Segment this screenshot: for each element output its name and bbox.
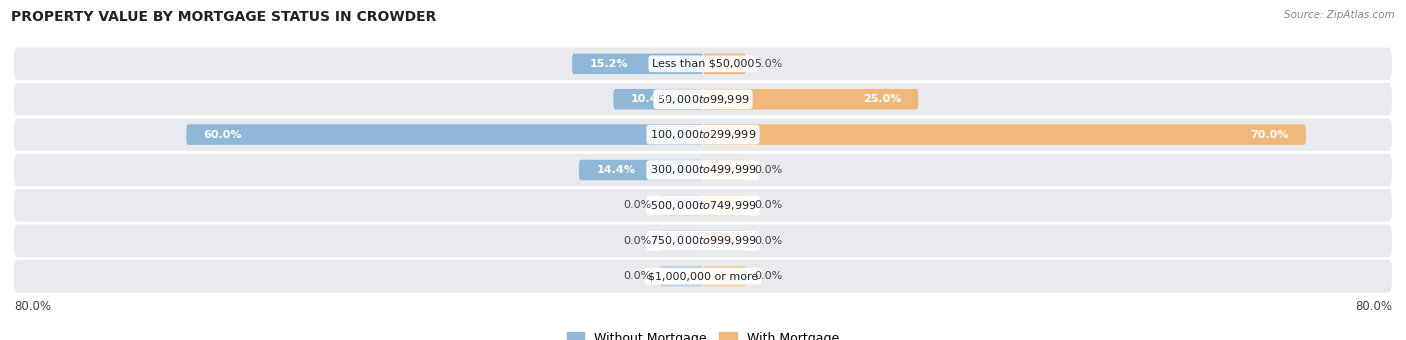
FancyBboxPatch shape (14, 154, 1392, 186)
FancyBboxPatch shape (703, 124, 1306, 145)
Text: 25.0%: 25.0% (863, 94, 901, 104)
Text: 0.0%: 0.0% (623, 200, 651, 210)
Text: 0.0%: 0.0% (755, 165, 783, 175)
FancyBboxPatch shape (14, 48, 1392, 80)
FancyBboxPatch shape (186, 124, 703, 145)
Text: Source: ZipAtlas.com: Source: ZipAtlas.com (1284, 10, 1395, 20)
Text: 70.0%: 70.0% (1250, 130, 1289, 140)
FancyBboxPatch shape (14, 260, 1392, 292)
Text: $100,000 to $299,999: $100,000 to $299,999 (650, 128, 756, 141)
FancyBboxPatch shape (703, 195, 747, 216)
Text: $1,000,000 or more: $1,000,000 or more (648, 271, 758, 281)
Text: 80.0%: 80.0% (14, 300, 51, 313)
Text: 14.4%: 14.4% (596, 165, 636, 175)
FancyBboxPatch shape (703, 160, 747, 180)
Text: 10.4%: 10.4% (631, 94, 669, 104)
Text: 0.0%: 0.0% (623, 236, 651, 246)
FancyBboxPatch shape (703, 266, 747, 287)
FancyBboxPatch shape (703, 231, 747, 251)
FancyBboxPatch shape (659, 266, 703, 287)
Text: Less than $50,000: Less than $50,000 (652, 59, 754, 69)
Text: $750,000 to $999,999: $750,000 to $999,999 (650, 234, 756, 247)
Text: $300,000 to $499,999: $300,000 to $499,999 (650, 164, 756, 176)
Text: 15.2%: 15.2% (589, 59, 628, 69)
FancyBboxPatch shape (703, 89, 918, 109)
Text: PROPERTY VALUE BY MORTGAGE STATUS IN CROWDER: PROPERTY VALUE BY MORTGAGE STATUS IN CRO… (11, 10, 437, 24)
FancyBboxPatch shape (14, 224, 1392, 257)
FancyBboxPatch shape (659, 195, 703, 216)
FancyBboxPatch shape (659, 231, 703, 251)
FancyBboxPatch shape (572, 53, 703, 74)
Text: $50,000 to $99,999: $50,000 to $99,999 (657, 93, 749, 106)
Legend: Without Mortgage, With Mortgage: Without Mortgage, With Mortgage (562, 327, 844, 340)
Text: 0.0%: 0.0% (755, 271, 783, 281)
Text: $500,000 to $749,999: $500,000 to $749,999 (650, 199, 756, 212)
Text: 0.0%: 0.0% (755, 200, 783, 210)
FancyBboxPatch shape (703, 53, 747, 74)
Text: 0.0%: 0.0% (623, 271, 651, 281)
Text: 5.0%: 5.0% (755, 59, 783, 69)
Text: 80.0%: 80.0% (1355, 300, 1392, 313)
Text: 0.0%: 0.0% (755, 236, 783, 246)
FancyBboxPatch shape (579, 160, 703, 180)
Text: 60.0%: 60.0% (204, 130, 242, 140)
FancyBboxPatch shape (14, 189, 1392, 222)
FancyBboxPatch shape (14, 83, 1392, 116)
FancyBboxPatch shape (613, 89, 703, 109)
FancyBboxPatch shape (14, 118, 1392, 151)
